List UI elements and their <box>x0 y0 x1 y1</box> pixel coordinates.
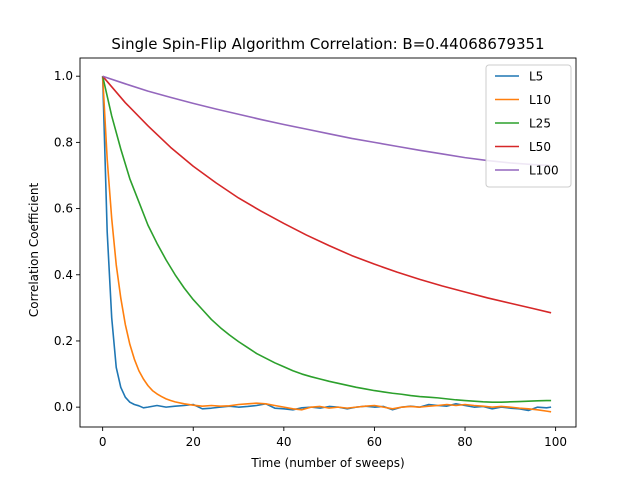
y-tick-label: 0.6 <box>54 202 73 216</box>
x-axis-label: Time (number of sweeps) <box>250 456 404 470</box>
y-tick-label: 0.0 <box>54 400 73 414</box>
legend-label-l10: L10 <box>529 93 551 107</box>
series-line-l100 <box>102 75 552 167</box>
series-line-l25 <box>101 76 552 403</box>
y-axis-label: Correlation Coefficient <box>27 183 41 318</box>
y-tick-label: 1.0 <box>54 69 73 83</box>
x-tick-label: 0 <box>99 435 107 449</box>
x-tick-label: 80 <box>457 435 472 449</box>
x-tick-label: 40 <box>276 435 291 449</box>
legend-label-l25: L25 <box>529 117 551 131</box>
y-tick-label: 0.4 <box>54 268 73 282</box>
plot-frame <box>79 57 577 428</box>
legend-label-l5: L5 <box>529 70 543 84</box>
axes-layer: 0 20 40 60 80 100 0.0 0.2 0.4 0.6 0.8 1.0 <box>54 57 577 449</box>
series-layer <box>101 75 552 413</box>
x-tick-label: 100 <box>544 435 567 449</box>
series-line-l10 <box>101 76 552 413</box>
x-tick-label: 60 <box>367 435 382 449</box>
y-tick-label: 0.8 <box>54 135 73 149</box>
series-line-l50 <box>102 75 552 314</box>
legend-box <box>485 64 572 188</box>
x-tick-label: 20 <box>186 435 201 449</box>
chart-title: Single Spin-Flip Algorithm Correlation: … <box>111 35 544 53</box>
y-tick-label: 0.2 <box>54 334 73 348</box>
legend-label-l50: L50 <box>529 140 551 154</box>
legend: L5 L10 L25 L50 L100 <box>485 64 572 188</box>
legend-label-l100: L100 <box>529 164 559 178</box>
series-line-l5 <box>101 76 552 412</box>
